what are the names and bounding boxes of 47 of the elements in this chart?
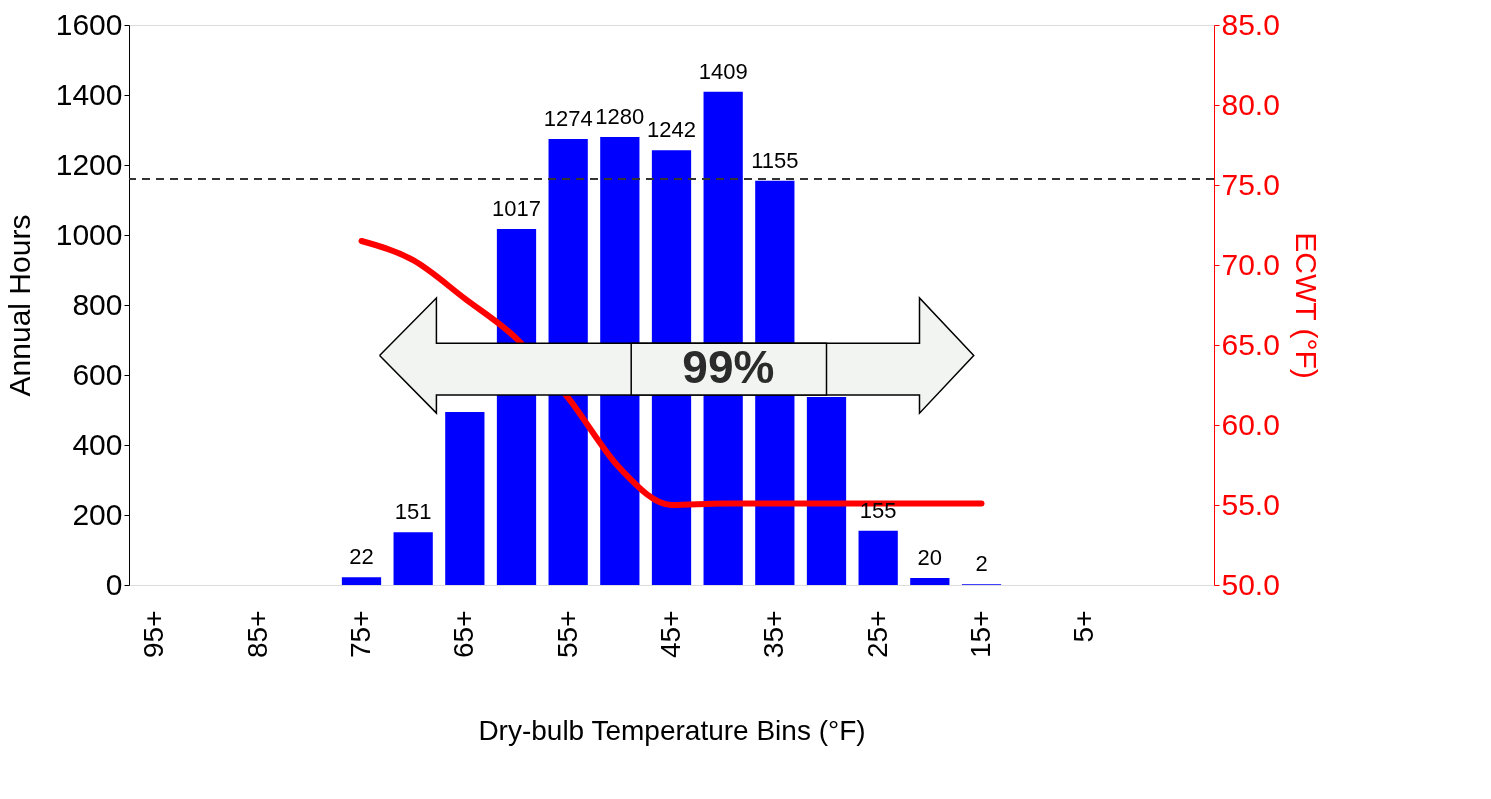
y-tick-label: 600	[72, 357, 123, 391]
bar	[806, 397, 847, 585]
y2-tick-label: 65.0	[1221, 327, 1280, 361]
y-tick-label: 1200	[55, 147, 123, 181]
data-label: 20	[917, 545, 943, 570]
data-label: 1409	[698, 58, 748, 84]
x-tick-label: 5+	[1068, 610, 1100, 643]
data-label: 1242	[647, 117, 696, 143]
x-tick-label: 95+	[138, 610, 170, 658]
y-tick-label: 800	[72, 287, 123, 321]
data-label: 151	[394, 499, 432, 525]
x-tick-label: 55+	[551, 610, 583, 658]
y2-tick-label: 55.0	[1221, 487, 1280, 521]
y2-tick-label: 60.0	[1221, 407, 1280, 441]
bar	[341, 577, 382, 585]
bar	[858, 530, 898, 585]
bar	[445, 412, 485, 585]
data-label: 1280	[595, 104, 645, 129]
x-tick-label: 35+	[758, 610, 790, 658]
x-tick-label: 45+	[655, 610, 686, 658]
data-label: 2	[975, 551, 988, 577]
data-label: 1155	[751, 147, 799, 173]
y2-tick-label: 70.0	[1221, 247, 1280, 281]
y-tick-label: 200	[72, 497, 123, 531]
y2-tick-label: 85.0	[1221, 7, 1280, 41]
x-tick-label: 25+	[861, 610, 893, 658]
y2-tick-label: 80.0	[1221, 87, 1280, 121]
bar	[393, 532, 433, 585]
bar	[910, 578, 950, 585]
x-tick-label: 15+	[965, 610, 996, 658]
y-tick-label: 1600	[55, 7, 123, 41]
y-tick-label: 1000	[55, 217, 123, 251]
y2-tick-label: 50.0	[1221, 567, 1280, 601]
y-tick-label: 1400	[55, 77, 123, 111]
data-label: 22	[349, 544, 374, 570]
x-tick-label: 65+	[448, 610, 480, 658]
y2-axis-title: ECWT (°F)	[1289, 232, 1323, 379]
x-axis-title: Dry-bulb Temperature Bins (°F)	[478, 715, 866, 746]
x-tick-label: 75+	[345, 610, 376, 658]
y-axis-title: Annual Hours	[2, 214, 36, 397]
y-tick-label: 0	[105, 567, 123, 601]
x-tick-label: 85+	[241, 610, 273, 658]
data-label: 1017	[492, 196, 541, 222]
data-label: 1274	[543, 106, 593, 132]
y-tick-label: 400	[72, 427, 123, 461]
annotation: 99%	[682, 341, 775, 394]
y2-tick-label: 75.0	[1221, 167, 1280, 201]
